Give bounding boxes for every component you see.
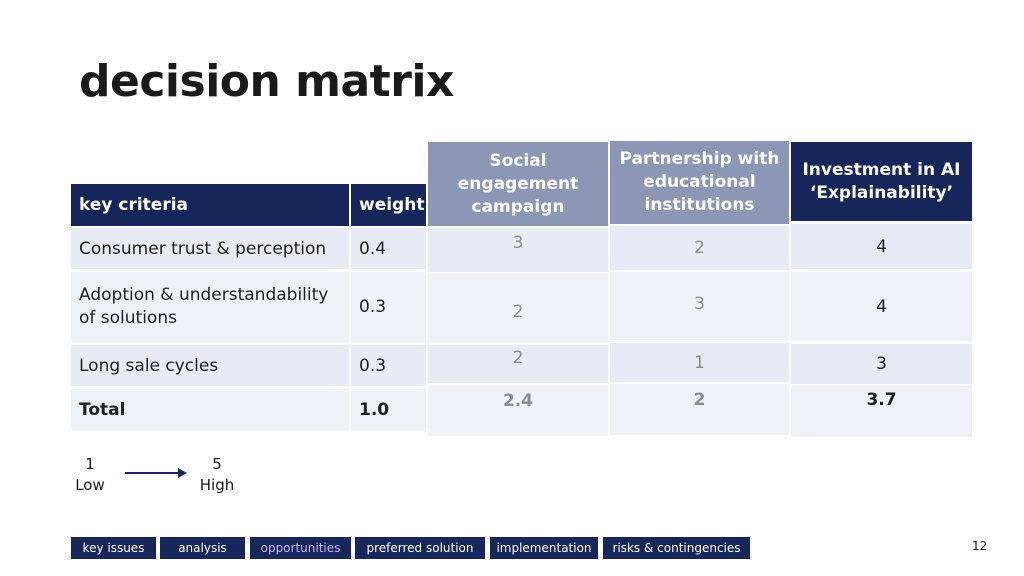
option-a-score-row-3: 2: [428, 345, 608, 383]
page-number: 12: [972, 539, 988, 553]
criterion-row-3: Long sale cycles: [71, 345, 349, 386]
weight-row-3: 0.3: [351, 345, 426, 386]
legend-low-label: Low: [75, 476, 105, 494]
option-b-score-row-3: 1: [610, 343, 789, 382]
option-c-score-row-3: 3: [791, 344, 972, 384]
weight-row-1: 0.4: [351, 228, 426, 269]
option-b-total: 2: [610, 384, 789, 435]
weight-header: weight: [351, 184, 426, 226]
option-c-score-row-2: 4: [791, 272, 972, 341]
option-b-score-row-2: 3: [610, 272, 789, 340]
nav-preferred-solution[interactable]: preferred solution: [355, 537, 485, 559]
option-c-total: 3.7: [791, 386, 972, 437]
option-a-score-row-2: 2: [428, 274, 608, 342]
nav-risks-contingencies[interactable]: risks & contingencies: [603, 537, 750, 559]
option-b-score-row-1: 2: [610, 226, 789, 270]
option-social-engagement-header: Social engagement campaign: [428, 142, 608, 226]
legend-arrow-icon: [125, 468, 187, 478]
legend-high-label: High: [199, 476, 235, 494]
page-title: decision matrix: [79, 56, 454, 107]
criteria-header: key criteria: [71, 184, 349, 226]
total-weight: 1.0: [351, 389, 426, 430]
nav-opportunities[interactable]: opportunities: [250, 537, 351, 559]
nav-analysis[interactable]: analysis: [160, 537, 245, 559]
total-label: Total: [71, 389, 349, 430]
criterion-row-1: Consumer trust & perception: [71, 228, 349, 269]
legend-low-value: 1: [85, 455, 95, 473]
option-ai-explainability-header: Investment in AI ‘Explainability’: [791, 142, 972, 221]
option-partnership-header: Partnership with educational institution…: [610, 141, 789, 224]
option-a-total: 2.4: [428, 386, 608, 436]
weight-row-2: 0.3: [351, 272, 426, 342]
criterion-row-2: Adoption & understandability of solution…: [71, 272, 349, 342]
nav-implementation[interactable]: implementation: [490, 537, 598, 559]
option-a-score-row-1: 3: [428, 228, 608, 272]
nav-key-issues[interactable]: key issues: [71, 537, 156, 559]
option-c-score-row-1: 4: [791, 224, 972, 269]
legend-high-value: 5: [212, 455, 222, 473]
